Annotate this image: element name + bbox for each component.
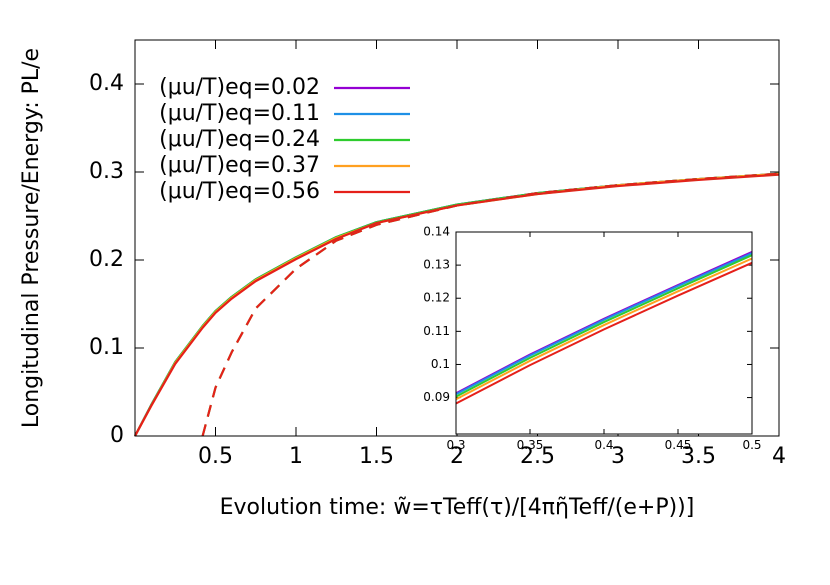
dashed-line [201,172,780,437]
x-tick-label: 0.4 [594,438,613,452]
y-tick-label: 0 [110,423,124,448]
legend-label: (μu/T)eq=0.56 [159,179,320,204]
x-tick-label: 1 [289,444,303,469]
x-tick-label: 3.5 [681,444,716,469]
line [455,252,753,396]
y-tick-label: 0.14 [423,225,450,239]
plot-border [134,39,780,437]
legend-label: (μu/T)eq=0.24 [159,127,320,152]
x-tick-label: 1.5 [359,444,394,469]
y-tick-label: 0.12 [423,291,450,305]
y-tick-label: 0.4 [89,71,124,96]
line [455,257,753,401]
x-tick-label: 2 [450,444,464,469]
legend-label: (μu/T)eq=0.02 [159,75,320,100]
x-tick-label: 3 [611,444,625,469]
x-tick-label: 0.5 [198,444,233,469]
y-tick-label: 0.1 [431,357,450,371]
line [455,254,753,398]
inset-background [456,232,752,434]
legend-label: (μu/T)eq=0.11 [159,101,320,126]
y-axis-label: Longitudinal Pressure/Energy: PL/e [19,48,44,428]
y-tick-label: 0.2 [89,247,124,272]
y-tick-label: 0.1 [89,335,124,360]
x-axis-label: Evolution time: w̃=τTeff(τ)/[4πη̃Teff/(e… [220,495,695,520]
legend-label: (μu/T)eq=0.37 [159,153,320,178]
y-tick-label: 0.13 [423,258,450,272]
y-tick-label: 0.09 [423,390,450,404]
x-tick-label: 2.5 [520,444,555,469]
y-tick-label: 0.11 [423,324,450,338]
x-tick-label: 0.45 [665,438,692,452]
line [455,261,753,405]
x-tick-label: 0.3 [446,438,465,452]
plot-border [455,231,753,435]
y-tick-label: 0.3 [89,159,124,184]
x-tick-label: 0.5 [742,438,761,452]
x-tick-label: 0.35 [517,438,544,452]
x-tick-label: 4 [772,444,786,469]
